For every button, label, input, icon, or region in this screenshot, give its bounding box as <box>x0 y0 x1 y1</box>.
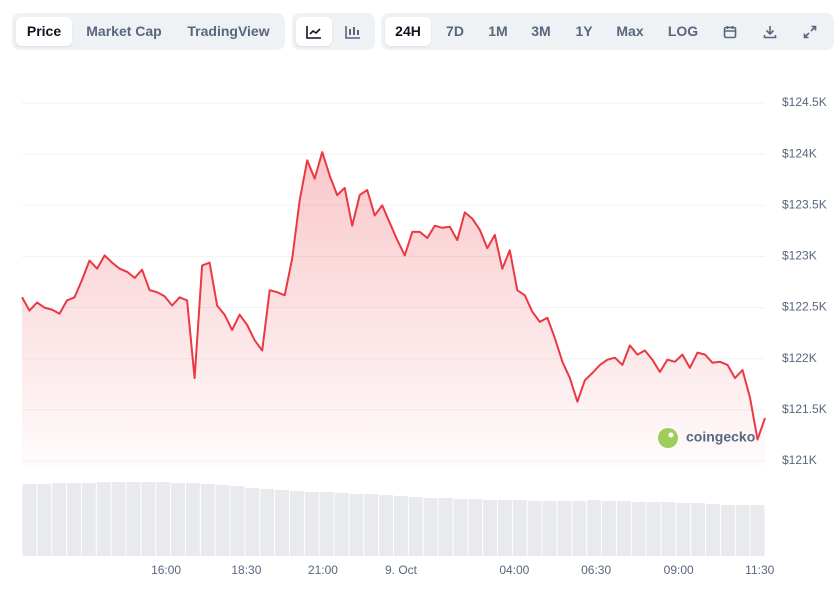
x-tick-label: 09:00 <box>664 563 694 577</box>
volume-bar <box>156 482 171 556</box>
volume-bar <box>453 499 468 556</box>
volume-bar <box>52 483 67 556</box>
watermark: coingecko <box>658 428 755 448</box>
volume-bar <box>750 505 765 556</box>
chart-type-group <box>292 13 375 50</box>
x-tick-label: 04:00 <box>499 563 529 577</box>
volume-bar <box>245 488 260 556</box>
x-tick-label: 18:30 <box>231 563 261 577</box>
volume-bar <box>171 483 185 556</box>
y-tick-label: $121K <box>782 453 817 467</box>
volume-bar <box>67 483 81 556</box>
volume-bar <box>319 492 334 556</box>
line-chart-button[interactable] <box>296 17 332 46</box>
volume-bar <box>706 504 720 556</box>
volume-bar <box>37 484 52 556</box>
volume-bar <box>691 503 706 556</box>
volume-bar <box>661 502 676 556</box>
volume-bar <box>81 483 96 556</box>
volume-bar <box>557 501 572 556</box>
volume-bar <box>646 502 661 556</box>
volume-bar <box>602 501 616 556</box>
volume-bar <box>200 484 215 556</box>
range-button[interactable]: 1M <box>488 23 508 39</box>
volume-bar <box>215 485 230 556</box>
log-button[interactable]: LOG <box>667 23 699 39</box>
volume-bar <box>676 503 691 556</box>
view-button[interactable]: Price <box>16 17 72 46</box>
range-button[interactable]: 1Y <box>575 23 593 39</box>
y-tick-label: $122K <box>782 351 817 365</box>
y-tick-label: $122.5K <box>782 300 827 314</box>
view-group: Price Market Cap TradingView <box>12 13 285 50</box>
volume-bar <box>438 498 453 556</box>
x-tick-label: 11:30 <box>745 563 774 577</box>
volume-bar <box>408 497 423 556</box>
watermark-text: coingecko <box>686 429 755 445</box>
volume-bar <box>96 482 111 556</box>
volume-bar <box>260 489 275 556</box>
candle-chart-button[interactable] <box>335 17 371 46</box>
y-tick-label: $124.5K <box>782 95 827 109</box>
volume-bar <box>572 501 587 556</box>
y-tick-label: $124K <box>782 146 817 160</box>
y-tick-label: $121.5K <box>782 402 827 416</box>
view-button[interactable]: TradingView <box>187 23 270 39</box>
x-tick-label: 16:00 <box>151 563 181 577</box>
volume-bar <box>423 498 438 556</box>
volume-bar <box>126 482 141 556</box>
calendar-button[interactable] <box>713 17 747 46</box>
volume-bar <box>304 492 319 556</box>
volume-bar <box>468 499 483 556</box>
volume-bar <box>230 486 245 556</box>
y-tick-label: $123.5K <box>782 197 827 211</box>
x-tick-label: 21:00 <box>308 563 338 577</box>
price-line <box>21 151 766 441</box>
volume-bar <box>22 484 37 556</box>
volume-bar <box>364 494 379 556</box>
view-button[interactable]: Market Cap <box>86 23 162 39</box>
volume-bar <box>512 500 527 556</box>
volume-bar <box>720 505 735 556</box>
x-tick-label: 9. Oct <box>385 563 418 577</box>
volume-bar <box>349 494 364 556</box>
volume-bar <box>631 502 646 556</box>
volume-bar <box>483 500 498 556</box>
volume-bar <box>275 490 289 556</box>
area-fill <box>22 152 765 466</box>
volume-bar <box>498 500 512 556</box>
volume-bar <box>735 505 750 556</box>
volume-bar <box>542 501 557 556</box>
range-button[interactable]: 24H <box>385 17 431 46</box>
volume-bar <box>185 483 200 556</box>
range-button[interactable]: Max <box>616 23 644 39</box>
y-tick-label: $123K <box>782 249 817 263</box>
range-button[interactable]: 3M <box>531 23 551 39</box>
x-tick-label: 06:30 <box>581 563 611 577</box>
fullscreen-button[interactable] <box>793 17 827 46</box>
range-button[interactable]: 7D <box>446 23 464 39</box>
volume-bar <box>587 500 602 556</box>
download-button[interactable] <box>753 17 787 46</box>
volume-bar <box>141 482 156 556</box>
volume-bar <box>394 496 408 556</box>
volume-bar <box>379 495 393 556</box>
volume-bar <box>289 491 304 556</box>
volume-bar <box>616 501 631 556</box>
volume-bar <box>334 493 349 556</box>
range-group: 24H 7D 1M 3M 1Y Max LOG <box>381 13 834 50</box>
volume-bar <box>111 482 126 556</box>
volume-bar <box>527 501 542 556</box>
